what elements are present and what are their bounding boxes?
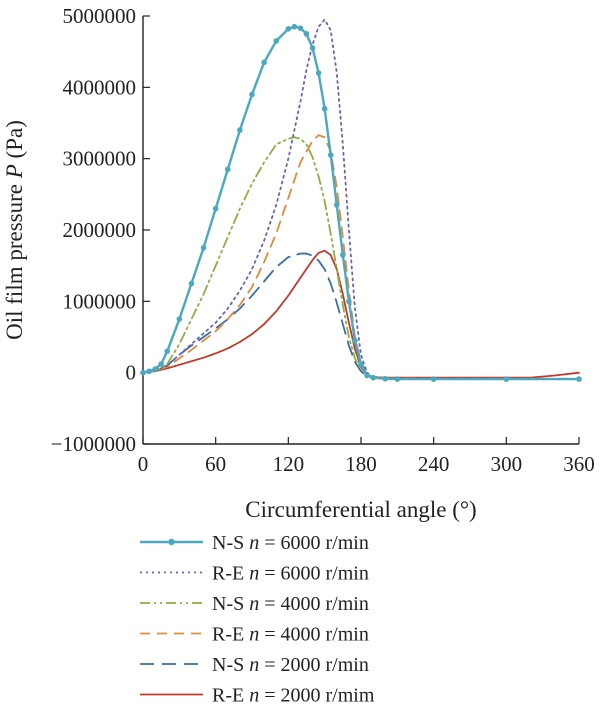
legend-label: N-S n = 6000 r/min <box>212 532 369 554</box>
y-tick-label: 2000000 <box>63 218 137 242</box>
y-tick-label: −1000000 <box>51 432 136 456</box>
legend-label-prefix: N-S <box>212 532 249 554</box>
series-point <box>321 105 328 112</box>
series-layer <box>140 18 582 382</box>
legend-label-var: n <box>249 532 259 554</box>
plot-area: −100000001000000200000030000004000000500… <box>51 4 595 476</box>
legend-item-n-s-n-6000-r-min: N-S n = 6000 r/min <box>140 532 369 554</box>
series-point <box>382 375 389 382</box>
series-point <box>261 59 267 66</box>
x-tick-label: 60 <box>205 452 226 476</box>
legend-label: R-E n = 6000 r/min <box>212 563 369 585</box>
series-line-n-s-n-4000-r-min <box>142 136 580 380</box>
series-point <box>273 38 280 44</box>
series-point <box>249 91 255 98</box>
series-point <box>309 45 316 51</box>
x-tick-label: 300 <box>491 452 523 476</box>
series-point <box>358 361 364 367</box>
series-point <box>576 376 582 382</box>
y-tick-label: 5000000 <box>63 4 137 28</box>
x-tick-label: 0 <box>138 452 149 476</box>
legend-label-value: = 4000 r/min <box>259 624 369 646</box>
legend-label: N-S n = 4000 r/min <box>212 593 369 615</box>
legend-label-prefix: N-S <box>212 593 249 615</box>
series-point <box>188 280 195 287</box>
y-axis-title-prefix: Oil film pressure <box>2 178 27 340</box>
series-line-r-e-n-4000-r-min <box>142 134 580 380</box>
series-point <box>291 23 298 30</box>
legend-label-prefix: R-E <box>212 563 249 585</box>
x-tick-label: 180 <box>345 452 377 476</box>
x-ticks: 0 60 120 180 240 300 360 <box>138 437 595 476</box>
series-point <box>200 245 207 251</box>
x-tick-label: 120 <box>273 452 305 476</box>
legend-label: R-E n = 2000 r/mim <box>212 685 375 707</box>
x-tick-label: 360 <box>563 452 595 476</box>
x-axis-title: Circumferential angle (°) <box>245 497 476 522</box>
y-ticks: −1000000 0 1000000 2000000 3000000 4000000 500… <box>51 4 150 456</box>
y-tick-label: 0 <box>126 361 137 385</box>
series-point <box>140 369 146 376</box>
legend-swatch-marker <box>168 538 175 546</box>
series-point <box>297 25 304 31</box>
series-point <box>152 366 158 372</box>
series-line-r-e-n-2000-r-mim <box>142 249 580 379</box>
legend-label-prefix: R-E <box>212 624 249 646</box>
y-tick-label: 3000000 <box>63 147 137 171</box>
series-point <box>285 26 292 32</box>
series-point <box>303 31 310 37</box>
legend-label-value: = 6000 r/min <box>259 563 369 585</box>
series-line-r-e-n-6000-r-min <box>142 18 580 380</box>
series-line-n-s-n-6000-r-min <box>141 25 581 381</box>
series-point <box>430 376 437 382</box>
series-point <box>315 70 322 76</box>
y-axis-title-suffix: (Pa) <box>2 120 27 164</box>
series-point <box>224 166 231 173</box>
series-point <box>327 152 334 158</box>
y-tick-label: 1000000 <box>63 289 137 313</box>
legend-item-r-e-n-6000-r-min: R-E n = 6000 r/min <box>140 563 369 585</box>
legend-label-prefix: N-S <box>212 654 249 676</box>
legend-label-var: n <box>249 624 259 646</box>
series-line-n-s-n-2000-r-min <box>142 252 580 380</box>
legend-item-n-s-n-2000-r-min: N-S n = 2000 r/min <box>140 654 369 676</box>
legend-label: R-E n = 4000 r/min <box>212 624 369 646</box>
x-tick-label: 240 <box>418 452 450 476</box>
legend-item-n-s-n-4000-r-min: N-S n = 4000 r/min <box>140 593 369 615</box>
legend-label-value: = 4000 r/min <box>259 593 369 615</box>
series-point <box>364 372 370 379</box>
series-point <box>212 205 219 212</box>
legend-item-r-e-n-2000-r-mim: R-E n = 2000 r/mim <box>140 685 375 707</box>
series-point <box>503 376 510 382</box>
legend-label-var: n <box>249 654 259 676</box>
legend-label-value: = 6000 r/min <box>259 532 369 554</box>
series-point <box>158 361 164 367</box>
legend-label-var: n <box>249 685 259 707</box>
legend-label-var: n <box>249 593 259 615</box>
legend-label-prefix: R-E <box>212 685 249 707</box>
series-point <box>146 368 152 375</box>
series-point <box>333 202 340 208</box>
series-point <box>176 316 183 322</box>
series-point <box>352 337 358 344</box>
series-point <box>394 376 401 382</box>
legend-item-r-e-n-4000-r-min: R-E n = 4000 r/min <box>140 624 369 646</box>
legend-label: N-S n = 2000 r/min <box>212 654 369 676</box>
series-point <box>340 252 346 258</box>
y-axis-title-symbol: P <box>2 164 27 179</box>
series-point <box>237 127 243 133</box>
series-point <box>346 298 352 305</box>
legend-label-value: = 2000 r/min <box>259 654 369 676</box>
y-axis-title: Oil film pressure P (Pa) <box>2 120 27 340</box>
legend-label-value: = 2000 r/mim <box>259 685 375 707</box>
legend-label-var: n <box>249 563 259 585</box>
series-point <box>164 348 171 355</box>
series-point <box>370 374 376 381</box>
y-tick-label: 4000000 <box>63 75 137 99</box>
